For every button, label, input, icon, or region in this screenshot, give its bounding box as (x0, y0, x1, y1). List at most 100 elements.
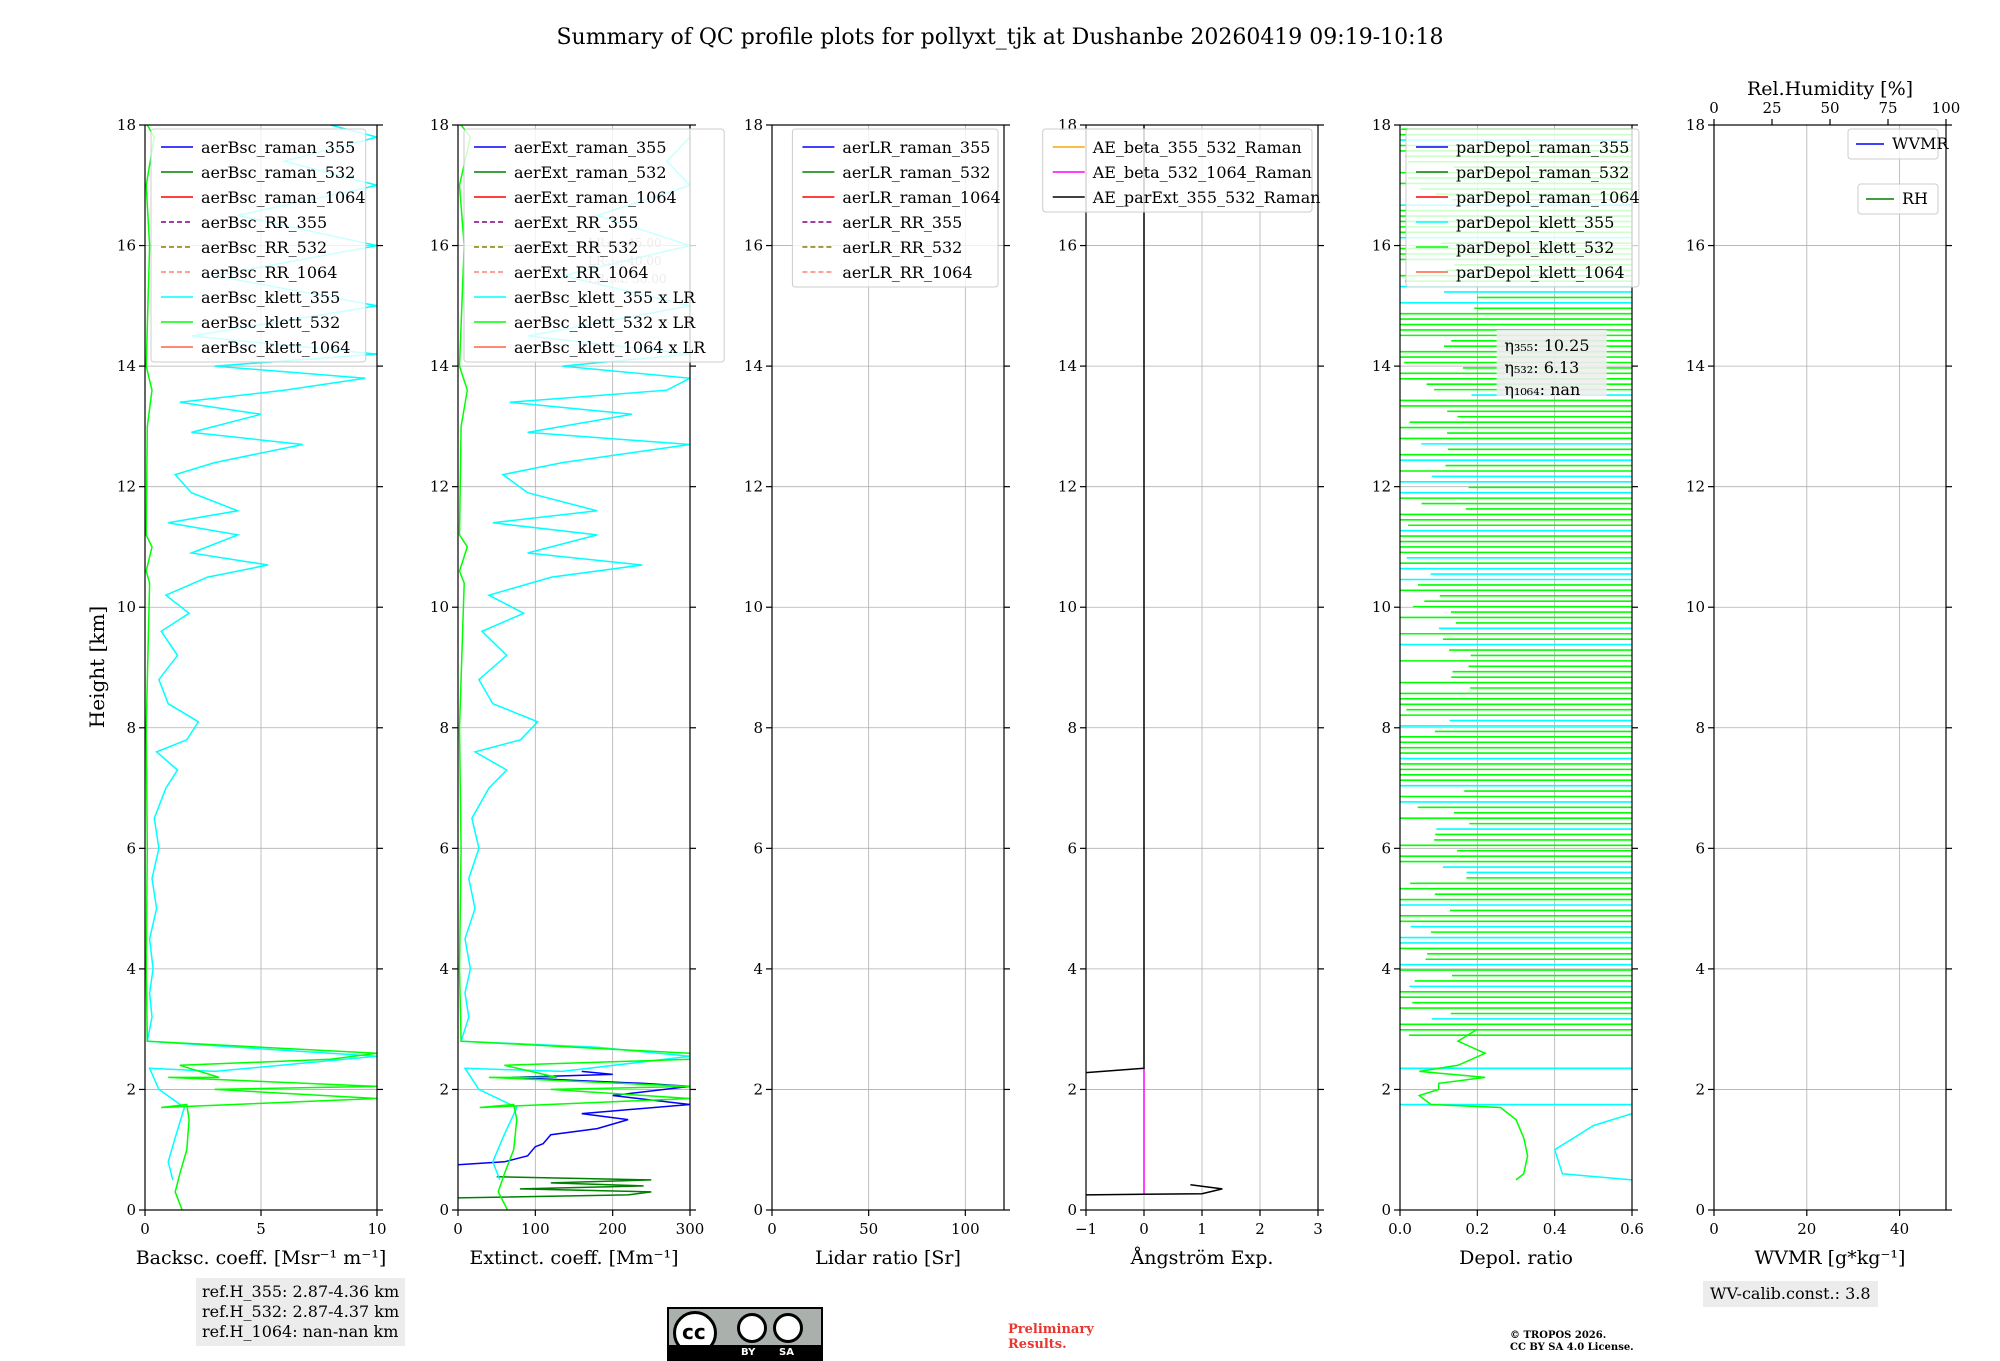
xtick-label: −1 (1075, 1220, 1097, 1238)
legend-label: aerLR_raman_1064 (842, 188, 1000, 207)
legend-label: aerBsc_RR_355 (201, 213, 327, 232)
legend-label: parDepol_raman_532 (1456, 163, 1629, 182)
ytick-label: 0 (439, 1201, 449, 1219)
legend-label: aerBsc_klett_355 x LR (514, 288, 696, 307)
legend-label: aerBsc_klett_1064 (201, 338, 350, 357)
xtick-label: 0 (1709, 1220, 1719, 1238)
top-xtick-label: 50 (1820, 99, 1839, 117)
xtick-label: 0 (767, 1220, 777, 1238)
xtick-label: 100 (521, 1220, 550, 1238)
series-line-parDepol_klett_355 (1553, 1112, 1632, 1181)
legend-label: aerLR_RR_532 (842, 238, 962, 257)
legend: aerLR_raman_355 aerLR_raman_532 aerLR_rama… (791, 128, 1001, 288)
ytick-label: 2 (126, 1080, 136, 1098)
legend-label: aerBsc_klett_355 (201, 288, 340, 307)
legend: parDepol_raman_355 parDepol_raman_532 parD… (1405, 128, 1640, 288)
legend-box (1042, 128, 1313, 213)
ytick-label: 4 (439, 960, 449, 978)
panel-lr: 0 2 4 6 8 10 12 14 16 18 0 50 100 Lidar ratio [Sr] aer… (744, 116, 1010, 1269)
panel-frame (1713, 124, 1947, 1211)
ytick-label: 10 (117, 598, 136, 616)
legend-label: aerLR_raman_532 (842, 163, 990, 182)
ytick-label: 18 (430, 116, 449, 134)
legend-box (150, 128, 367, 363)
ytick-label: 14 (430, 357, 449, 375)
panel-depol: 0 2 4 6 8 10 12 14 16 18 0.0 0.2 0.4 0.6 Depol. ratio p… (1372, 116, 1644, 1269)
attribution-icon (737, 1313, 767, 1343)
preliminary-note: Preliminary Results. (1008, 1322, 1094, 1352)
ytick-label: 8 (753, 719, 763, 737)
legend-label: aerLR_RR_1064 (842, 263, 972, 282)
ytick-label: 14 (1686, 357, 1705, 375)
legend-box (1857, 183, 1939, 215)
legend-label: parDepol_raman_1064 (1456, 188, 1640, 207)
xtick-label: 40 (1890, 1220, 1909, 1238)
cc-by-label: BY (741, 1347, 756, 1358)
ytick-label: 12 (1686, 478, 1705, 496)
legend-box (463, 128, 725, 363)
legend-label: parDepol_raman_355 (1456, 138, 1629, 157)
ytick-label: 8 (1381, 719, 1391, 737)
ytick-label: 0 (753, 1201, 763, 1219)
cc-by-sa-badge: cc BY SA (667, 1307, 823, 1361)
legend-label: parDepol_klett_532 (1456, 238, 1614, 257)
xlabel: Ångström Exp. (1130, 1247, 1274, 1269)
xtick-label: 10 (367, 1220, 386, 1238)
legend-box (1847, 128, 1939, 160)
ytick-label: 0 (1695, 1201, 1705, 1219)
legend-label: aerExt_RR_355 (514, 213, 638, 232)
ytick-label: 18 (117, 116, 136, 134)
ref-height-355: ref.H_355: 2.87-4.36 km (202, 1282, 400, 1301)
ytick-label: 2 (753, 1080, 763, 1098)
ytick-label: 12 (1058, 478, 1077, 496)
series-line-aerBsc_klett_532 (145, 125, 377, 1210)
ytick-label: 16 (744, 237, 763, 255)
xtick-label: 0.6 (1620, 1220, 1644, 1238)
ytick-label: 14 (1058, 357, 1077, 375)
ytick-label: 10 (744, 598, 763, 616)
ytick-label: 16 (1686, 237, 1705, 255)
xtick-label: 0.0 (1388, 1220, 1412, 1238)
xtick-label: 2 (1255, 1220, 1265, 1238)
ytick-label: 16 (1372, 237, 1391, 255)
xtick-label: 100 (951, 1220, 980, 1238)
ytick-label: 6 (1381, 839, 1391, 857)
copyright-note: © TROPOS 2026. CC BY SA 4.0 License. (1510, 1330, 1634, 1353)
ytick-label: 10 (1686, 598, 1705, 616)
ytick-label: 8 (1067, 719, 1077, 737)
legend-label: AE_parExt_355_532_Raman (1092, 188, 1321, 207)
ytick-label: 4 (1067, 960, 1077, 978)
ytick-label: 2 (1381, 1080, 1391, 1098)
ytick-label: 12 (430, 478, 449, 496)
xtick-label: 300 (676, 1220, 705, 1238)
series-line-AE_parExt_355_532_Raman_upper (1086, 125, 1145, 1074)
legend-label: aerBsc_RR_1064 (201, 263, 337, 282)
legend-label: aerBsc_klett_532 (201, 313, 340, 332)
reference-height-box: ref.H_355: 2.87-4.36 km ref.H_532: 2.87-… (196, 1278, 406, 1346)
ytick-label: 14 (744, 357, 763, 375)
xlabel: Lidar ratio [Sr] (815, 1247, 961, 1269)
legend-label: aerExt_RR_1064 (514, 263, 649, 282)
legend-label: AE_beta_355_532_Raman (1092, 138, 1302, 157)
ylabel: Height [km] (85, 606, 109, 728)
series-line-AE_parExt_355_532_Raman (1086, 1183, 1223, 1196)
legend-label: parDepol_klett_355 (1456, 213, 1614, 232)
series-line-aerExt_raman_355 (458, 1070, 690, 1166)
ytick-label: 0 (1067, 1201, 1077, 1219)
eta-label: η₃₅₅: 10.25 (1504, 336, 1589, 355)
legend-label: aerLR_RR_355 (842, 213, 962, 232)
legend-label: aerLR_raman_355 (842, 138, 990, 157)
ref-height-532: ref.H_532: 2.87-4.37 km (202, 1302, 400, 1321)
ytick-label: 16 (430, 237, 449, 255)
legend-label: aerBsc_raman_532 (201, 163, 355, 182)
series-line-parDepol_klett_532 (1417, 1028, 1529, 1181)
ytick-label: 18 (1372, 116, 1391, 134)
panel-bsc: 0 2 4 6 8 10 12 14 16 18 0 5 10 Backsc. coeff. [Msr⁻¹… (117, 116, 387, 1269)
xtick-label: 0 (1139, 1220, 1149, 1238)
ytick-label: 16 (117, 237, 136, 255)
legend-label: WVMR (1892, 134, 1949, 153)
ytick-label: 6 (126, 839, 136, 857)
figure-title: Summary of QC profile plots for pollyxt_… (556, 25, 1443, 50)
